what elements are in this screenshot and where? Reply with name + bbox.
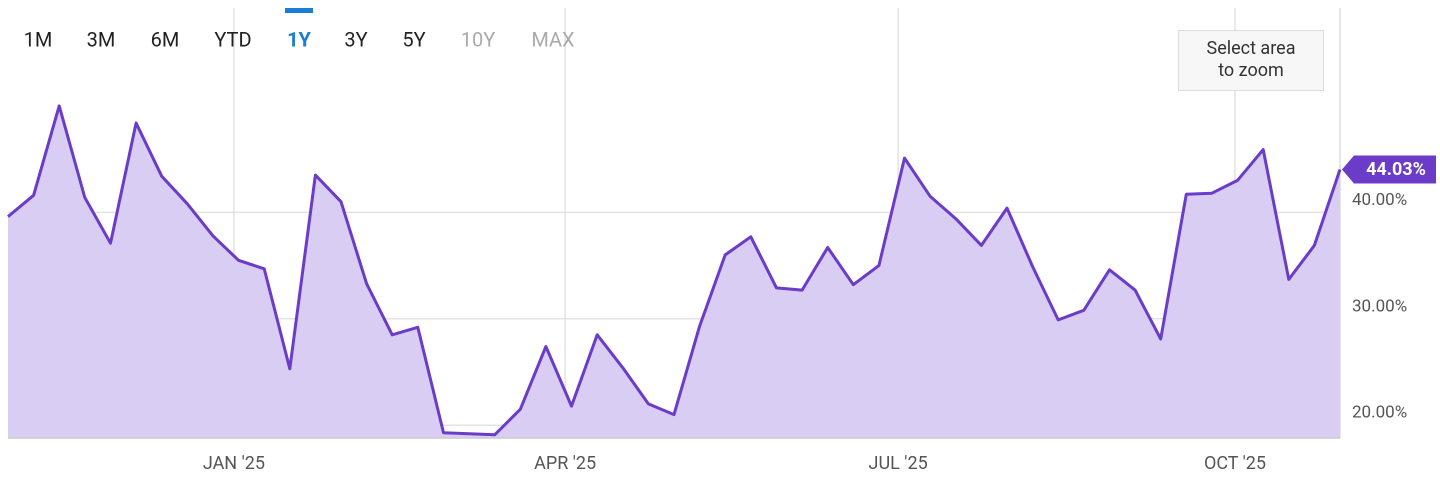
- range-button[interactable]: 5Y: [402, 27, 425, 51]
- active-indicator: [285, 8, 313, 13]
- range-button: 10Y: [461, 27, 496, 51]
- range-button[interactable]: 3Y: [344, 27, 367, 51]
- x-tick-label: JUL '25: [869, 453, 928, 474]
- range-button[interactable]: 6M: [151, 27, 180, 51]
- range-button[interactable]: 1Y: [287, 27, 311, 51]
- y-tick-label: 30.00%: [1352, 296, 1407, 316]
- zoom-button[interactable]: Select area to zoom: [1178, 30, 1324, 91]
- range-button[interactable]: 1M: [24, 27, 53, 51]
- x-tick-label: OCT '25: [1204, 453, 1266, 474]
- range-button[interactable]: 3M: [87, 27, 116, 51]
- x-tick-label: APR '25: [534, 453, 596, 474]
- range-button[interactable]: YTD: [214, 27, 251, 51]
- line: [7, 104, 1342, 437]
- x-tick-label: JAN '25: [203, 453, 265, 474]
- callout-bg: [1342, 155, 1436, 184]
- area: [8, 105, 1340, 439]
- callout-label: 44.03%: [1366, 159, 1426, 180]
- y-tick-label: 40.00%: [1352, 190, 1407, 210]
- y-tick-label: 20.00%: [1352, 403, 1407, 423]
- range-button: MAX: [531, 27, 575, 51]
